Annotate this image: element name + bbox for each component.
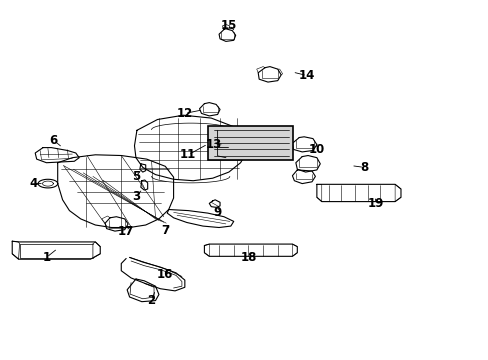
Text: 8: 8 xyxy=(360,161,367,174)
Bar xyxy=(207,126,293,160)
Text: 6: 6 xyxy=(50,134,58,147)
Text: 16: 16 xyxy=(157,268,173,281)
Text: 14: 14 xyxy=(298,69,315,82)
Text: 18: 18 xyxy=(240,251,256,264)
Text: 15: 15 xyxy=(220,19,237,32)
Text: 13: 13 xyxy=(205,138,222,150)
Text: 5: 5 xyxy=(132,170,140,183)
Text: 19: 19 xyxy=(366,197,383,210)
Text: 4: 4 xyxy=(29,177,37,190)
Text: 2: 2 xyxy=(147,294,155,307)
Text: 12: 12 xyxy=(176,107,193,120)
Text: 7: 7 xyxy=(161,224,169,237)
Text: 11: 11 xyxy=(180,148,196,161)
Text: 10: 10 xyxy=(308,143,325,156)
Text: 9: 9 xyxy=(213,206,221,219)
Text: 3: 3 xyxy=(132,190,140,203)
Text: 17: 17 xyxy=(118,225,134,238)
Text: 1: 1 xyxy=(42,251,50,264)
